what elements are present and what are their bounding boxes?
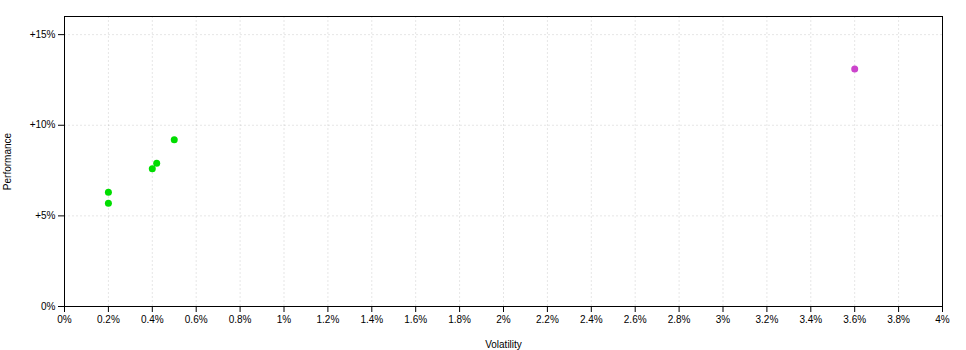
svg-text:2%: 2% <box>496 314 511 325</box>
svg-text:0.8%: 0.8% <box>229 314 252 325</box>
svg-text:2.4%: 2.4% <box>580 314 603 325</box>
svg-text:1.8%: 1.8% <box>448 314 471 325</box>
svg-text:2.2%: 2.2% <box>536 314 559 325</box>
svg-text:2.6%: 2.6% <box>624 314 647 325</box>
svg-text:1.4%: 1.4% <box>360 314 383 325</box>
svg-text:Volatility: Volatility <box>485 339 522 350</box>
svg-text:3.4%: 3.4% <box>799 314 822 325</box>
svg-text:+5%: +5% <box>35 210 55 221</box>
svg-text:0%: 0% <box>41 301 56 312</box>
svg-text:1%: 1% <box>277 314 292 325</box>
svg-text:3.2%: 3.2% <box>756 314 779 325</box>
svg-text:0.6%: 0.6% <box>185 314 208 325</box>
svg-text:Performance: Performance <box>2 132 13 190</box>
svg-text:+15%: +15% <box>30 29 56 40</box>
svg-text:1.2%: 1.2% <box>317 314 340 325</box>
svg-text:3.8%: 3.8% <box>887 314 910 325</box>
svg-text:0%: 0% <box>57 314 72 325</box>
svg-text:4%: 4% <box>935 314 950 325</box>
svg-text:+10%: +10% <box>30 119 56 130</box>
svg-text:0.4%: 0.4% <box>141 314 164 325</box>
svg-text:1.6%: 1.6% <box>404 314 427 325</box>
svg-text:0.2%: 0.2% <box>97 314 120 325</box>
svg-text:3.6%: 3.6% <box>843 314 866 325</box>
svg-text:3%: 3% <box>716 314 731 325</box>
svg-text:2.8%: 2.8% <box>668 314 691 325</box>
